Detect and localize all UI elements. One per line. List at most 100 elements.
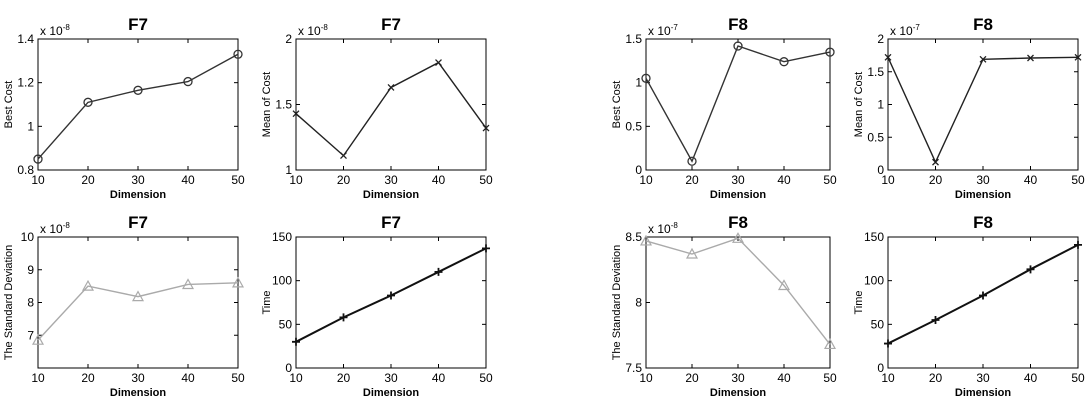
x-tick-label: 20 [81,173,95,187]
data-point-marker [932,158,939,166]
x-tick-label: 10 [639,371,653,385]
axis-exponent: x 10-8 [40,221,70,236]
y-axis-label: Time [261,290,273,314]
axis-exponent-power: -8 [63,23,71,32]
y-tick-label: 8 [27,296,34,310]
axis-exponent-power: -8 [63,221,71,230]
series-line [37,53,239,160]
y-tick-label: 0.5 [625,119,642,133]
x-tick-label: 50 [479,371,493,385]
axis-exponent: x 10-7 [890,23,920,38]
y-tick-label: 1 [635,76,642,90]
axis-exponent-power: -7 [671,23,679,32]
y-tick-label: 1 [877,98,884,112]
x-tick-label: 10 [289,371,303,385]
axes-box [37,236,239,369]
data-point-marker [435,59,442,67]
chart-title: F8 [728,213,748,232]
y-tick-label: 150 [272,230,292,244]
axis-exponent-base: x 10 [40,222,63,236]
y-axis-label: Best Cost [3,81,15,129]
x-tick-label: 30 [131,173,145,187]
series-line [37,282,239,341]
y-tick-label: 8 [635,296,642,310]
x-tick-label: 30 [976,173,990,187]
chart-panel-1: 10 20 30 40 50 0.8 1 1.2 1.4 F7 Dimension Best Cost… [3,15,245,201]
x-axis-label: Dimension [363,387,420,399]
x-tick-label: 30 [976,371,990,385]
y-tick-label: 1.2 [17,76,34,90]
data-point-marker [340,152,347,160]
y-tick-label: 2 [877,32,884,46]
data-point-marker [339,313,348,322]
y-tick-label: 100 [272,274,292,288]
data-point-marker [884,53,892,61]
data-point-marker [687,156,697,166]
data-point-marker [133,85,143,95]
x-tick-label: 50 [231,371,245,385]
x-tick-label: 30 [384,173,398,187]
x-tick-label: 30 [384,371,398,385]
x-tick-label: 20 [81,371,95,385]
axis-exponent-base: x 10 [648,222,671,236]
data-point-marker [231,276,245,288]
x-tick-label: 20 [685,371,699,385]
x-tick-label: 50 [479,173,493,187]
chart-title: F8 [973,15,993,34]
data-point-marker [685,247,699,259]
x-tick-label: 40 [1024,371,1038,385]
data-point-marker [1074,240,1082,249]
y-axis-label: The Standard Deviation [611,245,623,361]
data-point-marker [482,244,490,253]
y-tick-label: 1.5 [625,32,642,46]
y-tick-label: 0 [877,163,884,177]
y-tick-label: 1 [27,119,34,133]
x-tick-label: 40 [777,173,791,187]
y-tick-label: 1 [285,163,292,177]
x-tick-label: 20 [685,173,699,187]
y-axis-label: Mean of Cost [853,72,865,137]
x-tick-label: 10 [881,371,895,385]
axis-exponent-base: x 10 [298,24,321,38]
y-axis-label: Time [853,290,865,314]
axis-exponent: x 10-8 [40,23,70,38]
axis-exponent-power: -8 [321,23,329,32]
y-axis-label: Mean of Cost [261,72,273,137]
y-tick-label: 0.5 [867,130,884,144]
x-axis-label: Dimension [110,189,167,201]
axis-exponent-base: x 10 [648,24,671,38]
data-point-marker [1074,53,1082,61]
x-tick-label: 30 [731,371,745,385]
data-point-marker [387,291,395,300]
data-point-marker [83,97,93,107]
data-point-marker [31,333,45,345]
y-tick-label: 1.4 [17,32,34,46]
y-tick-label: 1.5 [867,65,884,79]
data-point-marker [979,291,987,300]
data-point-marker [777,279,791,291]
y-axis-label: Best Cost [611,81,623,129]
axis-exponent-power: -8 [671,221,679,230]
data-point-marker [979,55,987,63]
x-tick-label: 10 [31,173,45,187]
x-tick-label: 10 [639,173,653,187]
x-axis-label: Dimension [955,189,1012,201]
data-point-marker [639,234,653,246]
data-point-marker [823,338,837,350]
axes-box [295,38,487,171]
axis-exponent-power: -7 [913,23,921,32]
y-tick-label: 10 [21,230,35,244]
chart-panel-3: 10 20 30 40 50 0 0.5 1 1.5 F8 Dimension Best Cost x … [611,15,837,201]
x-tick-label: 40 [181,371,195,385]
y-tick-label: 9 [27,263,34,277]
y-tick-label: 50 [871,317,885,331]
axis-exponent: x 10-8 [648,221,678,236]
data-point-marker [181,278,195,290]
axes-box [645,38,831,171]
x-tick-label: 40 [432,371,446,385]
chart-panel-2: 10 20 30 40 50 1 1.5 2 F7 Dimension Mean of Cost x … [261,15,493,201]
data-point-marker [183,76,193,87]
axes-box [37,38,239,171]
axis-exponent-base: x 10 [40,24,63,38]
